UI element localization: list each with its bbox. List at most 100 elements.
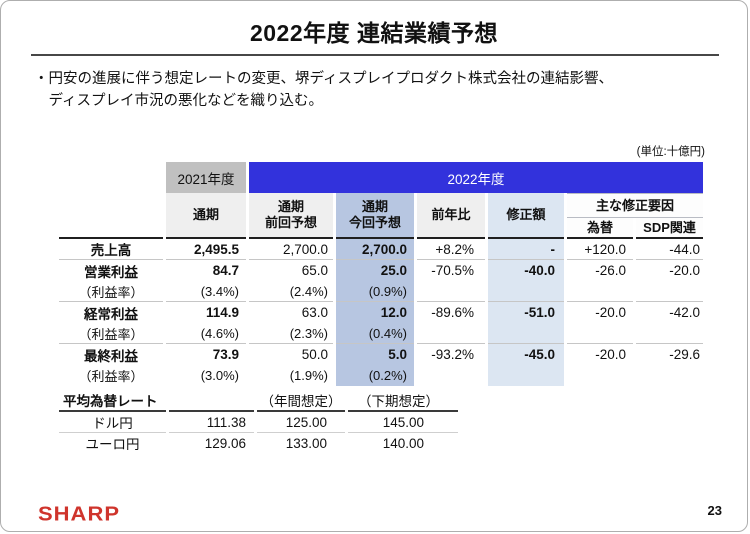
cell-sdp: -44.0	[636, 237, 704, 260]
cell-prev: (2.4%)	[249, 281, 333, 302]
cell-current: (0.4%)	[336, 323, 414, 344]
header-row-year: 2021年度 2022年度	[59, 162, 704, 193]
forecast-table: 2021年度 2022年度 通期 通期 前回予想 通期 今回予想 前年比 修正額 主…	[56, 162, 706, 386]
bullet-line-2: ディスプレイ市況の悪化などを織り込む。	[48, 93, 323, 110]
cell-yoy	[417, 365, 485, 386]
fx-header-row: 平均為替レート （年間想定） （下期想定）	[59, 390, 458, 412]
cell-revision	[488, 365, 564, 386]
cell-prev: 50.0	[301, 347, 328, 362]
header-prev-forecast: 通期 前回予想	[249, 193, 333, 237]
table-row: （利益率） (4.6%) (2.3%) (0.4%)	[59, 323, 704, 344]
page-title: 2022年度 連結業績予想	[249, 20, 499, 46]
bullet-line-1: 円安の進展に伴う想定レートの変更、堺ディスプレイプロダクト株式会社の連結影響、	[48, 71, 613, 87]
header-current-line2: 今回予想	[348, 215, 401, 230]
fx-cell-annual: 133.00	[285, 435, 327, 451]
cell-yoy: -89.6%	[431, 305, 474, 320]
cell-fy2021: 84.7	[212, 263, 239, 278]
sharp-logo: SHARP	[38, 502, 121, 525]
cell-current: 2,700.0	[336, 237, 414, 260]
forecast-table-body: 売上高 2,495.5 2,700.0 2,700.0 +8.2% - +120.0 -44.…	[59, 237, 704, 386]
cell-revision	[488, 323, 564, 344]
header-revision: 修正額	[488, 193, 564, 237]
unit-note: (単位:十億円)	[636, 146, 705, 158]
page-number: 23	[707, 503, 722, 518]
fx-table-title: 平均為替レート	[59, 390, 166, 412]
table-row: （利益率） (3.4%) (2.4%) (0.9%)	[59, 281, 704, 302]
header-prev-line1: 通期	[277, 199, 304, 215]
fx-cell-second_half: 145.00	[348, 412, 458, 433]
cell-yoy: -93.2%	[431, 347, 474, 362]
cell-prev: (1.9%)	[289, 368, 328, 383]
cell-revision: -51.0	[488, 302, 564, 323]
table-row: 営業利益 84.7 65.0 25.0 -70.5% -40.0 -26.0 -20.0	[59, 260, 703, 281]
header-full-year: 通期	[166, 193, 246, 237]
fx-cell-actual: 111.38	[169, 412, 254, 433]
cell-prev: 63.0	[301, 305, 328, 320]
table-row: 最終利益 73.9 50.0 5.0 -93.2% -45.0 -20.0 -29.6	[59, 344, 703, 365]
header-factor-fx: 為替	[567, 218, 633, 237]
cell-current: 5.0	[336, 344, 414, 365]
fx-table-row: ユーロ円 129.06 133.00 140.00	[59, 433, 458, 453]
cell-fx: -20.0	[595, 347, 626, 362]
cell-current: (0.2%)	[336, 365, 414, 386]
cell-fy2021: (3.0%)	[200, 368, 239, 383]
cell-fy2021: 2,495.5	[166, 237, 246, 260]
cell-fy2021: (4.6%)	[166, 323, 246, 344]
table-row: （利益率） (3.0%) (1.9%) (0.2%)	[59, 365, 703, 386]
cell-sdp	[636, 281, 704, 302]
fx-cell-actual: 129.06	[204, 435, 246, 451]
header-factor-sdp: SDP関連	[636, 218, 704, 237]
fx-header-second-half: （下期想定）	[348, 390, 458, 412]
cell-fx: -26.0	[595, 263, 626, 278]
cell-fy2021: 73.9	[212, 347, 239, 362]
cell-prev: (2.3%)	[249, 323, 333, 344]
cell-yoy	[417, 281, 485, 302]
cell-sdp	[636, 323, 704, 344]
cell-label: （利益率）	[59, 281, 163, 302]
fx-table-body: ドル円 111.38 125.00 145.00 ユーロ円 129.06 133.00 140…	[59, 412, 458, 453]
header-row-factors: 為替 SDP関連	[59, 218, 704, 237]
header-current-line1: 通期	[361, 199, 388, 215]
cell-fx: -20.0	[595, 305, 626, 320]
cell-revision: -	[488, 237, 564, 260]
cell-fx	[567, 323, 633, 344]
cell-prev: 65.0	[301, 263, 328, 278]
title-underline	[31, 54, 719, 56]
header-factors: 主な修正要因	[567, 193, 704, 218]
table-row: 売上高 2,495.5 2,700.0 2,700.0 +8.2% - +120.0 -44.…	[59, 237, 704, 260]
cell-sdp	[636, 365, 703, 386]
cell-sdp: -20.0	[669, 263, 701, 278]
table-row: 経常利益 114.9 63.0 12.0 -89.6% -51.0 -20.0 -42.0	[59, 302, 703, 323]
fx-rate-table: 平均為替レート （年間想定） （下期想定） ドル円 111.38 125.00 145…	[56, 390, 461, 453]
cell-fy2021: (3.4%)	[166, 281, 246, 302]
cell-sdp: -29.6	[669, 347, 701, 362]
header-fy2021: 2021年度	[166, 162, 246, 193]
cell-current: 12.0	[336, 302, 414, 323]
cell-fx	[567, 281, 633, 302]
cell-yoy: +8.2%	[417, 237, 485, 260]
cell-label: 最終利益	[84, 348, 138, 364]
cell-fy2021: 114.9	[205, 305, 239, 320]
fx-table-row: ドル円 111.38 125.00 145.00	[59, 412, 458, 433]
header-yoy: 前年比	[417, 193, 485, 237]
header-prev-line2: 前回予想	[264, 215, 317, 230]
fx-cell-annual: 125.00	[257, 412, 345, 433]
cell-fx	[567, 365, 633, 386]
header-fy2022: 2022年度	[249, 162, 704, 193]
summary-bullet: ・ 円安の進展に伴う想定レートの変更、堺ディスプレイプロダクト株式会社の連結影響…	[34, 68, 724, 113]
cell-revision: -45.0	[488, 344, 564, 365]
fx-cell-label: ドル円	[59, 412, 166, 433]
fx-header-blank	[169, 390, 254, 412]
cell-label: （利益率）	[78, 369, 144, 384]
cell-prev: 2,700.0	[249, 237, 333, 260]
bullet-text: 円安の進展に伴う想定レートの変更、堺ディスプレイプロダクト株式会社の連結影響、デ…	[49, 68, 613, 113]
bullet-marker: ・	[34, 71, 49, 87]
cell-current: (0.9%)	[336, 281, 414, 302]
cell-yoy	[417, 323, 485, 344]
cell-sdp: -42.0	[669, 305, 701, 320]
cell-revision	[488, 281, 564, 302]
fx-cell-second_half: 140.00	[382, 435, 424, 451]
header-row-columns: 通期 通期 前回予想 通期 今回予想 前年比 修正額 主な修正要因	[59, 193, 704, 237]
cell-revision: -40.0	[488, 260, 564, 281]
